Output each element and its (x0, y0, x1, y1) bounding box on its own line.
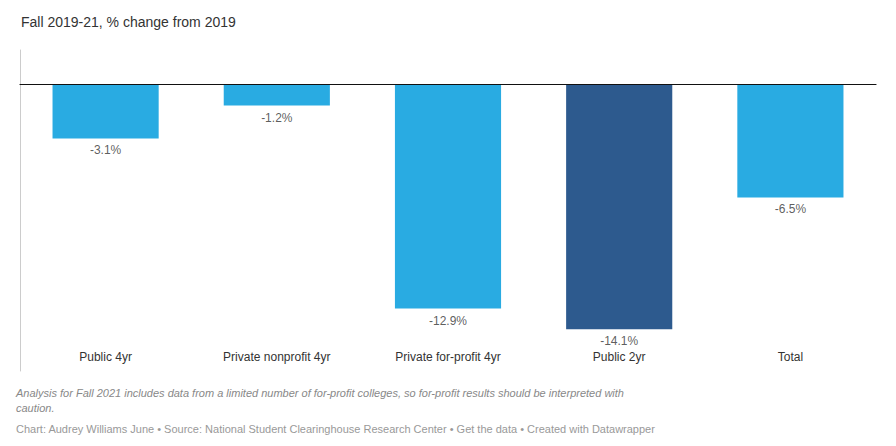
svg-text:Private for-profit 4yr: Private for-profit 4yr (395, 350, 500, 364)
svg-text:Private nonprofit 4yr: Private nonprofit 4yr (223, 350, 330, 364)
svg-text:Public 4yr: Public 4yr (79, 350, 132, 364)
svg-text:Analysis for Fall 2021 include: Analysis for Fall 2021 includes data fro… (15, 387, 624, 399)
svg-text:-12.9%: -12.9% (429, 314, 467, 328)
svg-text:Total: Total (778, 350, 803, 364)
svg-text:-14.1%: -14.1% (600, 334, 638, 348)
svg-text:-6.5%: -6.5% (775, 202, 807, 216)
svg-text:Public 2yr: Public 2yr (593, 350, 646, 364)
svg-text:caution.: caution. (16, 402, 55, 414)
svg-text:Chart: Audrey Williams June •: Chart: Audrey Williams June • Source: Na… (16, 423, 655, 435)
svg-text:-3.1%: -3.1% (90, 143, 122, 157)
svg-text:-1.2%: -1.2% (261, 111, 293, 125)
svg-text:Fall 2019-21, % change from 20: Fall 2019-21, % change from 2019 (21, 14, 236, 30)
